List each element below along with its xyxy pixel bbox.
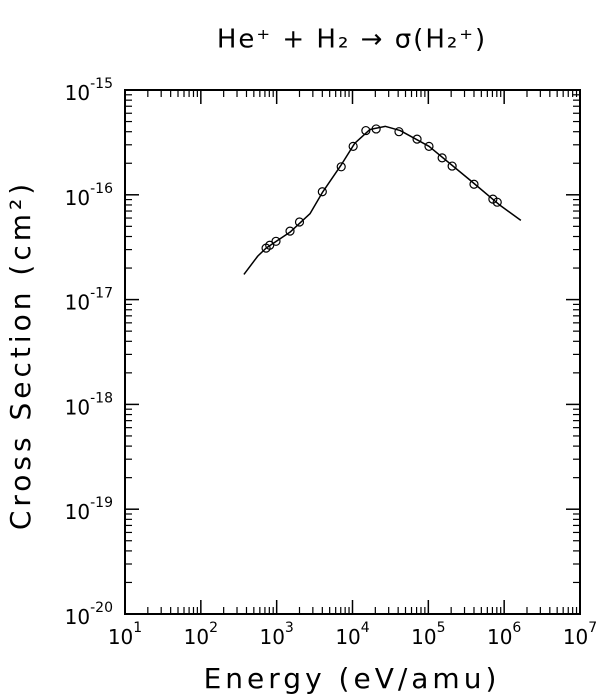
data-point xyxy=(285,226,295,236)
y-axis-label: Cross Section (cm²) xyxy=(4,180,37,530)
data-point xyxy=(348,141,358,151)
x-tick-label: 103 xyxy=(259,620,293,649)
data-point xyxy=(437,153,447,163)
data-point xyxy=(336,162,346,172)
x-axis-label: Energy (eV/amu) xyxy=(204,662,501,695)
fit-line xyxy=(243,125,522,275)
chart-title: He⁺ + H₂ → σ(H₂⁺) xyxy=(217,25,487,55)
data-point xyxy=(447,161,457,171)
x-tick-label: 104 xyxy=(335,620,369,649)
x-tick-label: 105 xyxy=(411,620,445,649)
plot-frame xyxy=(124,89,581,615)
y-tick-label: 10-17 xyxy=(65,286,113,315)
data-point xyxy=(469,179,479,189)
x-tick-label: 101 xyxy=(108,620,142,649)
data-point xyxy=(294,217,305,227)
data-point xyxy=(317,187,327,197)
x-tick-label: 102 xyxy=(184,620,218,649)
x-tick-label: 107 xyxy=(563,620,597,649)
data-point xyxy=(424,141,434,151)
data-point xyxy=(271,236,281,246)
y-tick-label: 10-19 xyxy=(65,495,113,524)
data-point xyxy=(412,134,422,144)
y-tick-label: 10-16 xyxy=(65,181,113,210)
y-tick-label: 10-20 xyxy=(65,600,113,629)
y-tick-label: 10-15 xyxy=(65,76,113,105)
data-point xyxy=(492,197,502,207)
x-tick-label: 106 xyxy=(487,620,521,649)
y-tick-label: 10-18 xyxy=(65,390,113,419)
